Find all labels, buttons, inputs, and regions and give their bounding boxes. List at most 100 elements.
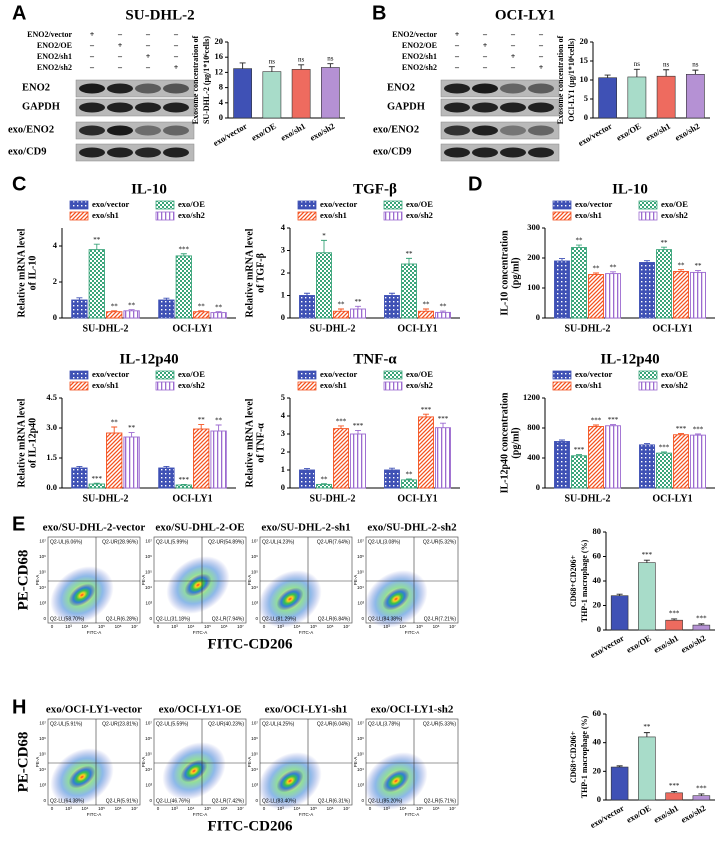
blot-strip <box>440 121 560 140</box>
quadrant-label: Q2-UL(6.06%) <box>50 539 83 545</box>
y-tick-label: 20 <box>593 599 602 609</box>
plot-title: exo/SU-DHL-2-sh1 <box>261 522 350 534</box>
bar <box>123 436 140 489</box>
y-tick-label: 0 <box>149 616 152 621</box>
bar <box>106 432 123 489</box>
sign: – <box>482 30 488 39</box>
x-tick-label: 10⁵ <box>98 806 105 811</box>
band <box>163 83 189 94</box>
sign: – <box>482 63 488 72</box>
y-tick-label: 60 <box>593 708 602 718</box>
y-tick-label: 10⁵ <box>39 752 46 757</box>
y-axis-label: Relative mRNA level <box>244 398 255 487</box>
bar <box>175 484 192 489</box>
band <box>528 83 554 94</box>
legend-swatch <box>155 370 175 380</box>
sign: – <box>173 52 179 61</box>
band <box>472 102 498 113</box>
quadrant-label: Q2-LL(31.18%) <box>156 616 191 622</box>
y-tick-label: 10³ <box>39 601 46 606</box>
axis-name: FITC-A <box>299 630 314 635</box>
y-axis-label: IL-10 concentration <box>499 230 510 316</box>
x-tick-label: exo/sh1 <box>652 633 680 655</box>
scatter-core <box>276 587 304 611</box>
legend-label: exo/sh1 <box>575 210 602 220</box>
y-tick-label: 2 <box>281 446 285 456</box>
y-tick-label: 10⁷ <box>251 539 258 544</box>
y-tick-label: 1.5 <box>46 452 57 462</box>
significance: ns <box>327 54 334 62</box>
y-tick-label: 12 <box>215 66 224 76</box>
error-bar <box>423 413 429 417</box>
y-tick-label: 0 <box>255 798 258 803</box>
y-axis-label: THP-1 macrophage (%) <box>580 715 589 798</box>
significance: *** <box>696 785 707 793</box>
condition-label: ENO2/vector <box>27 30 72 39</box>
legend-label: exo/sh1 <box>320 210 347 220</box>
legend-swatch <box>383 370 403 380</box>
band <box>107 102 133 113</box>
axis-name: FITC-A <box>405 812 420 817</box>
x-tick-label: exo/sh2 <box>673 121 701 143</box>
error-bar <box>389 292 395 296</box>
legend-swatch <box>638 200 658 210</box>
quadrant-label: Q2-UR(5.33%) <box>423 721 456 727</box>
band <box>107 83 133 94</box>
bar <box>333 428 349 489</box>
error-bar <box>389 467 395 470</box>
significance: ** <box>215 303 223 311</box>
condition-label: ENO2/OE <box>37 41 72 50</box>
significance: ** <box>111 419 119 427</box>
bar <box>605 273 621 319</box>
y-tick-label: 0 <box>53 312 57 322</box>
row-label: exo/ENO2 <box>8 124 54 135</box>
bar <box>262 71 282 119</box>
error-bar <box>593 424 599 427</box>
y-tick-label: 0 <box>149 798 152 803</box>
band <box>107 125 133 136</box>
x-tick-label: 10³ <box>171 624 178 629</box>
sign: – <box>538 41 544 50</box>
significance: *** <box>179 245 190 253</box>
significance: ** <box>643 723 651 731</box>
y-tick-label: 10⁶ <box>357 554 364 559</box>
quadrant-label: Q2-LL(64.38%) <box>50 798 85 804</box>
quadrant-label: Q2-LR(5.91%) <box>106 798 139 804</box>
y-axis-label: Exosome concentration of <box>191 35 200 124</box>
band <box>444 125 470 136</box>
x-tick-label: exo/sh1 <box>279 121 307 143</box>
y-tick-label: 10⁶ <box>145 554 152 559</box>
y-tick-label: 10⁶ <box>357 736 364 741</box>
bar <box>88 249 105 319</box>
bar <box>554 441 570 489</box>
y-tick-label: 10³ <box>39 783 46 788</box>
y-tick-label: 10⁷ <box>251 721 258 726</box>
sign: + <box>455 30 460 39</box>
x-tick-label: 0 <box>51 624 54 629</box>
significance: *** <box>642 551 653 559</box>
x-tick-label: SU-DHL-2 <box>309 323 355 334</box>
band <box>528 125 554 136</box>
y-tick-label: 0.0 <box>46 482 57 492</box>
y-tick-label: 10⁴ <box>39 585 46 590</box>
sign: – <box>173 30 179 39</box>
error-bar <box>198 424 205 429</box>
error-bar <box>355 305 361 309</box>
significance: ns <box>634 60 641 68</box>
blot-strip <box>75 121 195 140</box>
quadrant-label: Q2-UL(4.25%) <box>262 721 295 727</box>
sign: – <box>173 41 179 50</box>
x-tick-label: 10⁴ <box>82 624 89 629</box>
significance: ** <box>440 303 448 311</box>
y-tick-label: 10³ <box>145 783 152 788</box>
legend-swatch <box>297 200 317 210</box>
y-tick-label: 10⁷ <box>357 721 364 726</box>
chart-title: TNF-α <box>353 351 397 367</box>
y-tick-label: 4 <box>53 240 58 250</box>
legend-swatch <box>69 381 89 391</box>
significance: * <box>322 232 326 240</box>
y-axis-label: of TGF-β <box>255 253 266 293</box>
y-tick-label: 0 <box>219 112 223 122</box>
panel-label: E <box>12 513 25 535</box>
error-bar <box>616 765 623 768</box>
